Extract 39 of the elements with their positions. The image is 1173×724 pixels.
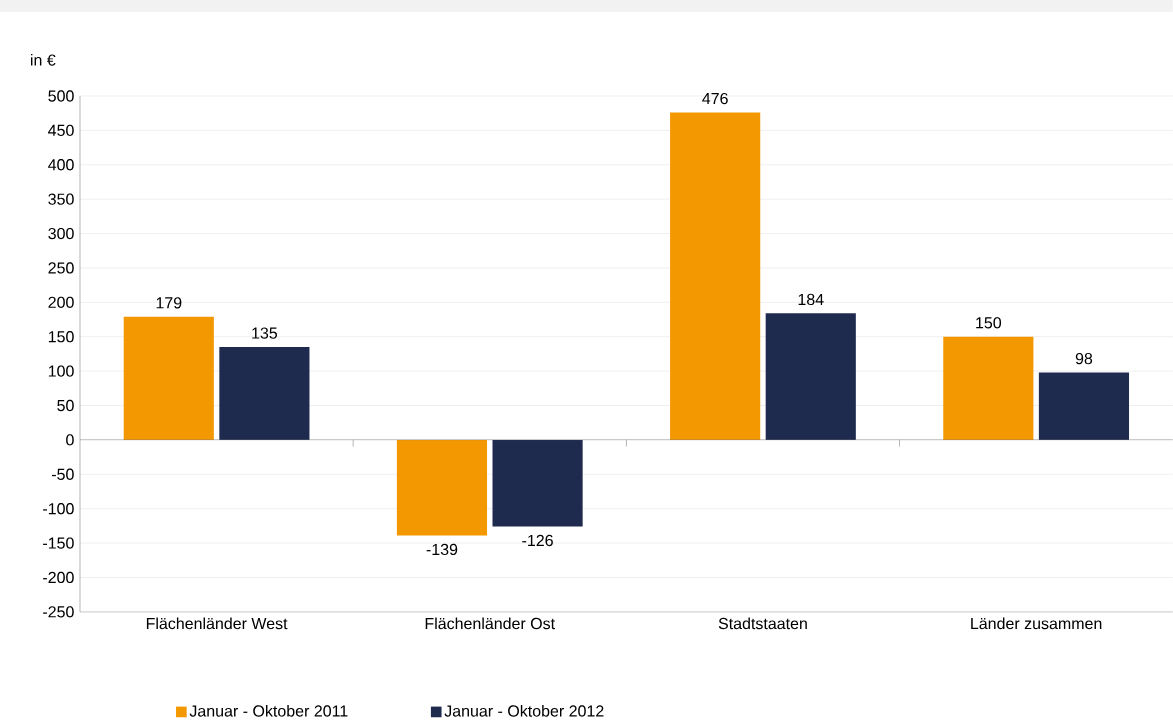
y-tick-label: 400	[48, 158, 74, 171]
bar	[943, 336, 1034, 440]
data-label: -139	[426, 543, 458, 555]
data-label: 150	[976, 317, 1002, 329]
y-tick-label: -50	[51, 468, 74, 480]
bar	[396, 439, 488, 536]
y-tick-label: 150	[48, 330, 74, 343]
y-tick-label: 350	[48, 193, 74, 205]
bar	[123, 316, 214, 440]
y-tick-label: -100	[43, 502, 74, 515]
y-tick-label: -200	[43, 571, 74, 583]
x-tick-label: Flächenländer Ost	[425, 617, 555, 630]
y-tick-label: 0	[66, 434, 74, 446]
bar	[670, 112, 761, 440]
data-label: 135	[252, 327, 278, 339]
y-tick-label: -250	[43, 606, 74, 618]
y-tick-label: 450	[48, 124, 74, 136]
y-axis-title: in €	[31, 53, 56, 66]
y-tick-label: 200	[48, 296, 74, 308]
bar	[492, 439, 583, 527]
x-tick-label: Stadtstaaten	[718, 617, 807, 630]
bar	[219, 346, 310, 440]
data-label: 98	[1075, 352, 1093, 365]
bar	[765, 313, 856, 440]
legend-label: Januar - Oktober 2012	[444, 704, 604, 717]
y-tick-label: -150	[43, 537, 74, 549]
data-label: 184	[798, 293, 824, 305]
y-tick-label: 250	[48, 262, 74, 274]
data-label: -126	[522, 534, 553, 547]
y-tick-label: 500	[48, 90, 74, 102]
x-tick-label: Flächenländer West	[146, 617, 288, 630]
data-label: 179	[156, 297, 182, 309]
y-tick-label: 100	[48, 365, 74, 377]
y-tick-label: 50	[57, 399, 74, 412]
legend-label: Januar - Oktober 2011	[189, 704, 348, 717]
data-label: 476	[702, 92, 728, 105]
x-tick-label: Länder zusammen	[971, 617, 1102, 630]
bar	[1038, 372, 1130, 440]
y-tick-label: 300	[48, 227, 74, 240]
